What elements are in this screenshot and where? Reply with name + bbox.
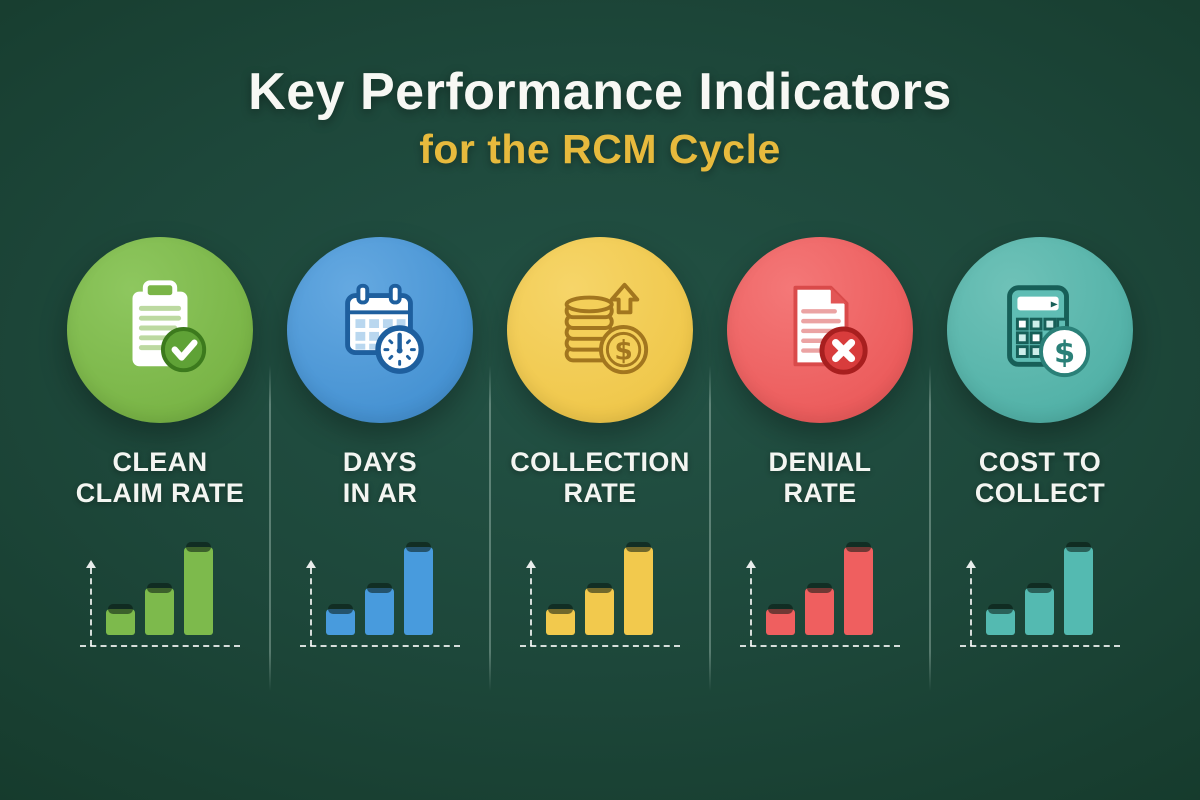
chart-bars — [986, 542, 1093, 635]
chart-x-axis — [80, 645, 240, 647]
kpi-label-cost-to-collect: COST TO COLLECT — [975, 447, 1105, 511]
chart-bar — [1064, 542, 1093, 635]
kpi-label-line2: CLAIM RATE — [75, 478, 245, 508]
chart-bar — [404, 542, 433, 635]
chart-y-axis — [966, 560, 976, 646]
calculator-dollar-icon: $ — [986, 274, 1094, 387]
mini-bar-chart-clean-claim-rate — [80, 527, 240, 659]
calendar-clock-icon — [326, 274, 434, 387]
mini-bar-chart-cost-to-collect — [960, 527, 1120, 659]
column-divider — [709, 365, 711, 691]
chart-bar — [546, 604, 575, 635]
kpi-label-line1: DENIAL — [768, 447, 872, 477]
chart-y-axis — [526, 560, 536, 646]
chart-bar — [184, 542, 213, 635]
chart-bar — [805, 583, 834, 635]
chart-bars — [766, 542, 873, 635]
kpi-column-days-in-ar: DAYS IN AR — [277, 237, 483, 659]
chart-y-axis — [86, 560, 96, 646]
chart-bar — [585, 583, 614, 635]
chart-bar — [365, 583, 394, 635]
chart-x-axis — [960, 645, 1120, 647]
clipboard-check-icon — [106, 274, 214, 387]
kpi-circle-days-in-ar — [287, 237, 473, 423]
kpi-label-denial-rate: DENIAL RATE — [769, 447, 872, 511]
kpi-label-line2: RATE — [563, 478, 637, 508]
kpi-circle-denial-rate — [727, 237, 913, 423]
kpi-label-days-in-ar: DAYS IN AR — [343, 447, 418, 511]
chart-bar — [326, 604, 355, 635]
kpi-label-line1: COLLECTION — [510, 447, 690, 477]
chart-bar — [766, 604, 795, 635]
chart-bar — [1025, 583, 1054, 635]
kpi-label-collection-rate: COLLECTION RATE — [510, 447, 690, 511]
kpi-label-line1: CLEAN — [112, 447, 208, 477]
kpi-column-cost-to-collect: $ COST TO COLLECT — [937, 237, 1143, 659]
chart-bar — [624, 542, 653, 635]
chart-bar — [844, 542, 873, 635]
chart-x-axis — [520, 645, 680, 647]
kpi-column-clean-claim-rate: CLEAN CLAIM RATE — [57, 237, 263, 659]
kpi-label-line2: COLLECT — [974, 478, 1106, 508]
chart-bar — [106, 604, 135, 635]
column-divider — [269, 365, 271, 691]
kpi-column-collection-rate: $ COLLECTION RATE — [497, 237, 703, 659]
kpi-label-line2: IN AR — [342, 478, 418, 508]
chart-bar — [145, 583, 174, 635]
kpi-circle-collection-rate: $ — [507, 237, 693, 423]
chart-bar — [986, 604, 1015, 635]
kpi-circle-cost-to-collect: $ — [947, 237, 1133, 423]
kpi-label-line1: DAYS — [342, 447, 418, 477]
chart-y-axis — [306, 560, 316, 646]
mini-bar-chart-denial-rate — [740, 527, 900, 659]
page-subtitle: for the RCM Cycle — [419, 126, 781, 172]
document-x-icon — [766, 274, 874, 387]
chart-bars — [546, 542, 653, 635]
chart-bars — [106, 542, 213, 635]
svg-text:$: $ — [1054, 335, 1075, 370]
column-divider — [929, 365, 931, 691]
column-divider — [489, 365, 491, 691]
kpi-columns: CLEAN CLAIM RATE — [0, 237, 1200, 691]
mini-bar-chart-collection-rate — [520, 527, 680, 659]
kpi-label-clean-claim-rate: CLEAN CLAIM RATE — [76, 447, 244, 511]
kpi-label-line2: RATE — [783, 478, 857, 508]
chart-y-axis — [746, 560, 756, 646]
kpi-label-line1: COST TO — [978, 447, 1102, 477]
mini-bar-chart-days-in-ar — [300, 527, 460, 659]
svg-text:$: $ — [614, 335, 632, 366]
coins-growth-icon: $ — [546, 274, 654, 387]
kpi-circle-clean-claim-rate — [67, 237, 253, 423]
chart-x-axis — [740, 645, 900, 647]
chart-x-axis — [300, 645, 460, 647]
kpi-column-denial-rate: DENIAL RATE — [717, 237, 923, 659]
chart-bars — [326, 542, 433, 635]
page-title: Key Performance Indicators — [248, 63, 952, 121]
